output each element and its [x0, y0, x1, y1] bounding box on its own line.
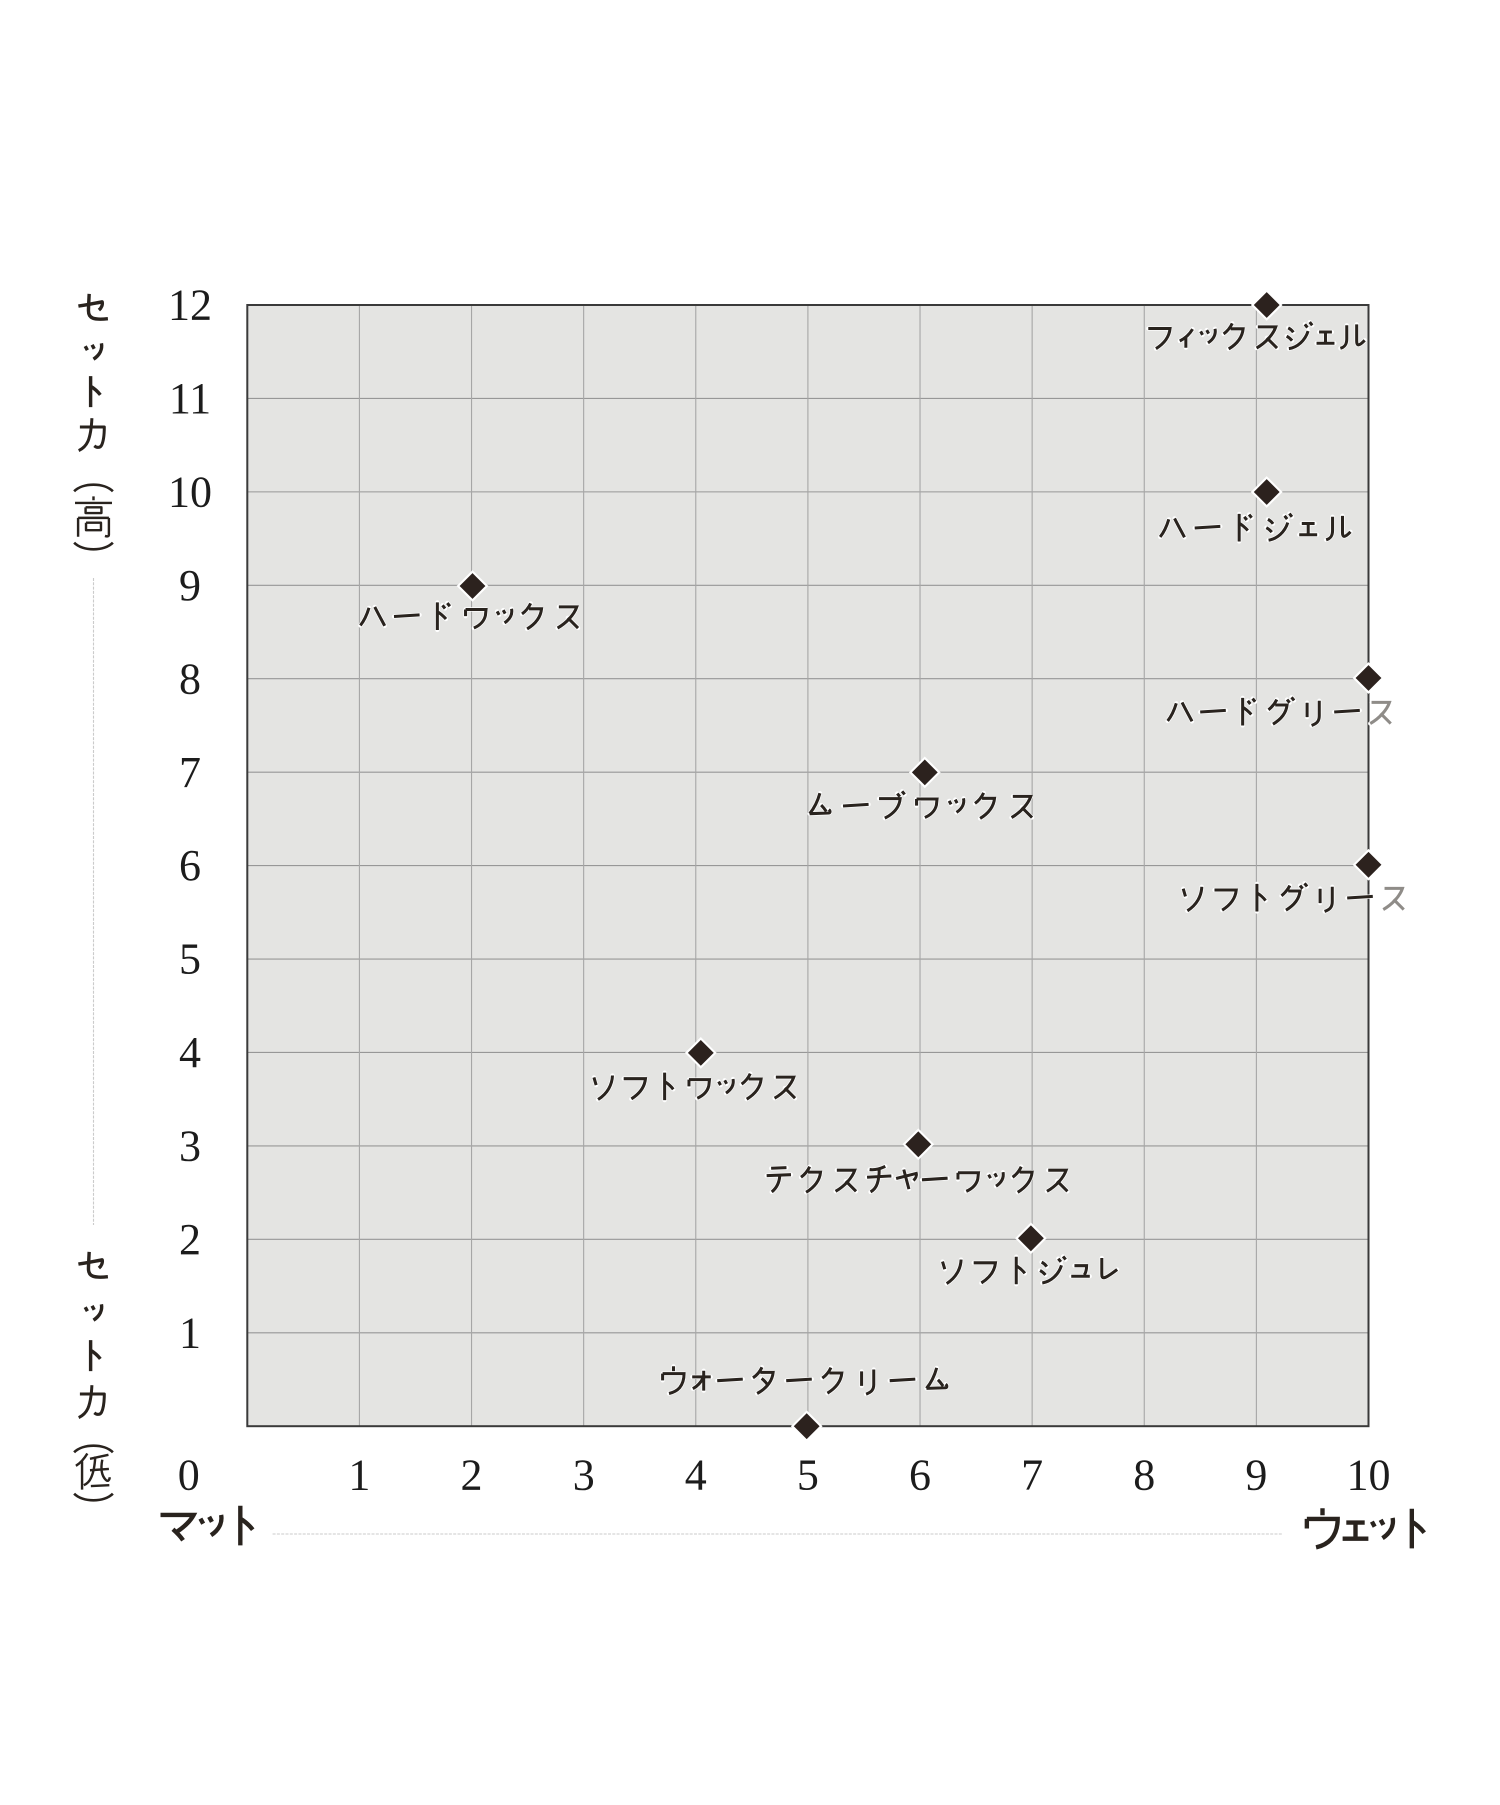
svg-text:12: 12: [168, 281, 212, 330]
svg-text:3: 3: [179, 1122, 201, 1171]
svg-text:3: 3: [573, 1451, 595, 1500]
svg-text:5: 5: [179, 935, 201, 984]
svg-text:9: 9: [1245, 1451, 1267, 1500]
svg-text:2: 2: [461, 1451, 483, 1500]
svg-text:1: 1: [348, 1451, 370, 1500]
svg-text:4: 4: [179, 1028, 201, 1077]
svg-text:10: 10: [168, 468, 212, 517]
svg-text:7: 7: [1021, 1451, 1043, 1500]
svg-text:6: 6: [179, 841, 201, 890]
svg-text:7: 7: [179, 748, 201, 797]
svg-text:2: 2: [179, 1215, 201, 1264]
svg-text:4: 4: [685, 1451, 707, 1500]
svg-text:6: 6: [909, 1451, 931, 1500]
svg-text:1: 1: [179, 1308, 201, 1357]
svg-text:5: 5: [797, 1451, 819, 1500]
svg-text:9: 9: [179, 561, 201, 610]
svg-text:8: 8: [179, 654, 201, 703]
svg-text:10: 10: [1347, 1451, 1391, 1500]
svg-text:0: 0: [178, 1451, 200, 1500]
svg-text:11: 11: [169, 374, 211, 423]
svg-text:8: 8: [1133, 1451, 1155, 1500]
